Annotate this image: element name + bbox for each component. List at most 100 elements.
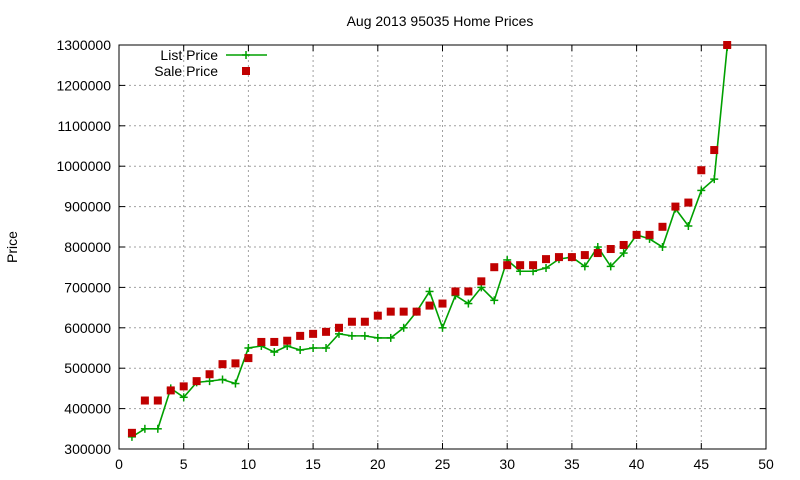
list-price-point bbox=[205, 377, 214, 386]
sale-price-point bbox=[296, 331, 305, 340]
list-price-point bbox=[386, 333, 395, 342]
list-price-point bbox=[710, 175, 719, 184]
series-2 bbox=[127, 41, 732, 437]
sale-price-point bbox=[542, 255, 551, 264]
sale-price-point bbox=[166, 386, 175, 395]
y-tick-label: 600000 bbox=[64, 320, 111, 336]
legend-square-marker bbox=[242, 67, 250, 75]
y-axis-label: Price bbox=[4, 231, 20, 263]
sale-price-point bbox=[645, 230, 654, 239]
sale-price-point bbox=[322, 327, 331, 336]
sale-price-point bbox=[477, 277, 486, 286]
x-tick-label: 5 bbox=[180, 456, 188, 472]
sale-price-point bbox=[347, 317, 356, 326]
list-price-point bbox=[373, 333, 382, 342]
list-price-point bbox=[347, 331, 356, 340]
list-price-point bbox=[658, 243, 667, 251]
sale-price-point bbox=[606, 245, 615, 254]
sale-price-point bbox=[153, 396, 162, 405]
list-price-point bbox=[542, 264, 551, 273]
sale-price-point bbox=[231, 359, 240, 368]
sale-price-point bbox=[360, 317, 369, 326]
grid bbox=[119, 45, 766, 449]
list-price-point bbox=[425, 287, 434, 296]
x-tick-label: 40 bbox=[629, 456, 645, 472]
x-tick-label: 20 bbox=[370, 456, 386, 472]
x-tick-label: 45 bbox=[694, 456, 710, 472]
y-tick-label: 800000 bbox=[64, 239, 111, 255]
y-tick-label: 300000 bbox=[64, 441, 111, 457]
sale-price-point bbox=[632, 230, 641, 239]
x-tick-label: 10 bbox=[241, 456, 257, 472]
y-tick-label: 700000 bbox=[64, 279, 111, 295]
sale-price-point bbox=[412, 307, 421, 316]
list-price-point bbox=[580, 262, 589, 271]
y-tick-label: 1300000 bbox=[56, 37, 111, 53]
sale-price-point bbox=[490, 263, 499, 272]
x-tick-label: 50 bbox=[758, 456, 774, 472]
sale-price-point bbox=[179, 382, 188, 391]
sale-price-point bbox=[658, 222, 667, 231]
sale-price-point bbox=[554, 253, 563, 262]
list-price-point bbox=[438, 323, 447, 332]
x-tick-label: 25 bbox=[435, 456, 451, 472]
sale-price-point bbox=[516, 261, 525, 270]
legend-label: Sale Price bbox=[154, 63, 218, 79]
sale-price-point bbox=[593, 249, 602, 258]
sale-price-point bbox=[140, 396, 149, 405]
list-price-point bbox=[309, 344, 318, 352]
list-price-point bbox=[464, 299, 473, 308]
sale-price-point bbox=[283, 336, 292, 345]
sale-price-point bbox=[580, 251, 589, 260]
sale-price-point bbox=[697, 166, 706, 175]
sale-price-point bbox=[244, 354, 253, 363]
x-tick-label: 35 bbox=[564, 456, 580, 472]
list-price-point bbox=[399, 323, 408, 332]
sale-price-point bbox=[270, 337, 279, 346]
axes bbox=[118, 44, 767, 450]
legend-plus-marker bbox=[242, 51, 250, 59]
list-price-point bbox=[490, 296, 499, 305]
sale-price-point bbox=[529, 261, 538, 270]
x-tick-label: 30 bbox=[499, 456, 515, 472]
x-tick-label: 15 bbox=[305, 456, 321, 472]
sale-price-point bbox=[192, 377, 201, 386]
sale-price-point bbox=[334, 323, 343, 332]
list-price-line bbox=[131, 46, 728, 438]
sale-price-point bbox=[671, 202, 680, 211]
y-tick-label: 500000 bbox=[64, 360, 111, 376]
sale-price-point bbox=[723, 41, 732, 49]
sale-price-point bbox=[451, 287, 460, 296]
list-price-point bbox=[218, 375, 227, 384]
list-price-point bbox=[697, 186, 706, 195]
sale-price-point bbox=[425, 301, 434, 310]
series-1 bbox=[127, 43, 732, 441]
list-price-point bbox=[322, 344, 331, 352]
list-price-point bbox=[270, 348, 279, 357]
list-price-point bbox=[231, 379, 240, 388]
sale-price-point bbox=[127, 428, 136, 437]
sale-price-point bbox=[399, 307, 408, 316]
list-price-point bbox=[179, 393, 188, 402]
series bbox=[127, 41, 732, 441]
y-tick-label: 1100000 bbox=[58, 118, 112, 134]
list-price-point bbox=[684, 221, 693, 230]
sale-price-point bbox=[205, 370, 214, 379]
sale-price-point bbox=[464, 287, 473, 296]
sale-price-point bbox=[218, 360, 227, 369]
sale-price-point bbox=[373, 311, 382, 320]
sale-price-point bbox=[257, 337, 266, 346]
y-tick-label: 900000 bbox=[64, 199, 111, 215]
sale-price-point bbox=[386, 307, 395, 316]
x-tick-label: 0 bbox=[115, 456, 123, 472]
sale-price-point bbox=[438, 299, 447, 308]
chart-title: Aug 2013 95035 Home Prices bbox=[347, 13, 534, 29]
y-tick-label: 1200000 bbox=[56, 77, 111, 93]
list-price-point bbox=[360, 331, 369, 340]
y-tick-label: 1000000 bbox=[56, 158, 111, 174]
sale-price-point bbox=[710, 146, 719, 155]
list-price-point bbox=[606, 262, 615, 271]
list-price-point bbox=[140, 424, 149, 433]
